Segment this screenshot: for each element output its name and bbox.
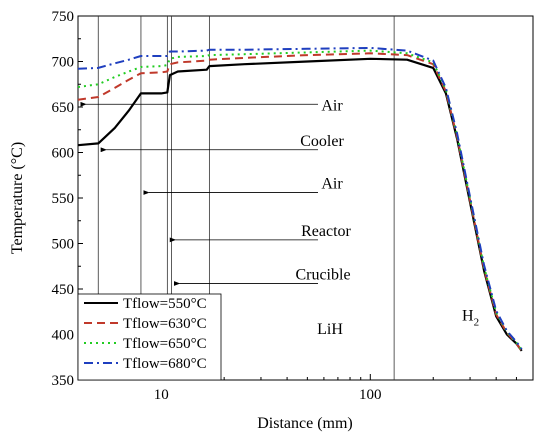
legend: Tflow=550°C Tflow=630°C Tflow=650°C Tflow=6… [77, 293, 222, 381]
annotation-label: Crucible [295, 267, 350, 284]
legend-box [77, 293, 222, 381]
y-axis-ticks: 350 400 450 500 550 600 650 700 750 [52, 9, 83, 389]
y-tick-label: 750 [52, 9, 75, 25]
y-axis-label: Temperature (°C) [9, 142, 26, 254]
legend-label: Tflow=550°C [123, 296, 207, 312]
zone-annotations: Air Cooler Air Reactor Crucible LiH H2 [80, 97, 479, 338]
y-tick-label: 550 [52, 191, 75, 207]
legend-label: Tflow=680°C [123, 356, 207, 372]
y-tick-label: 700 [52, 55, 75, 71]
annotation-label: Reactor [301, 223, 351, 240]
annotation-label: Air [321, 176, 343, 193]
h2-main: H [462, 307, 474, 324]
y-tick-label: 650 [52, 100, 75, 116]
annotation-label: LiH [317, 321, 343, 338]
x-tick-label: 10 [154, 387, 169, 403]
x-tick-label: 100 [359, 387, 382, 403]
y-tick-label: 600 [52, 146, 75, 162]
series-line [77, 46, 523, 350]
legend-label: Tflow=630°C [123, 316, 207, 332]
y-tick-label: 450 [52, 282, 75, 298]
h2-subscript: 2 [474, 316, 480, 328]
y-tick-label: 500 [52, 237, 75, 253]
data-series [77, 46, 523, 352]
x-axis-label: Distance (mm) [257, 415, 353, 432]
legend-label: Tflow=650°C [123, 336, 207, 352]
y-tick-label: 400 [52, 328, 75, 344]
annotation-label: Cooler [300, 133, 344, 150]
y-tick-label: 350 [52, 373, 75, 389]
annotation-label-h2: H2 [462, 307, 479, 328]
annotation-label: Air [321, 97, 343, 114]
